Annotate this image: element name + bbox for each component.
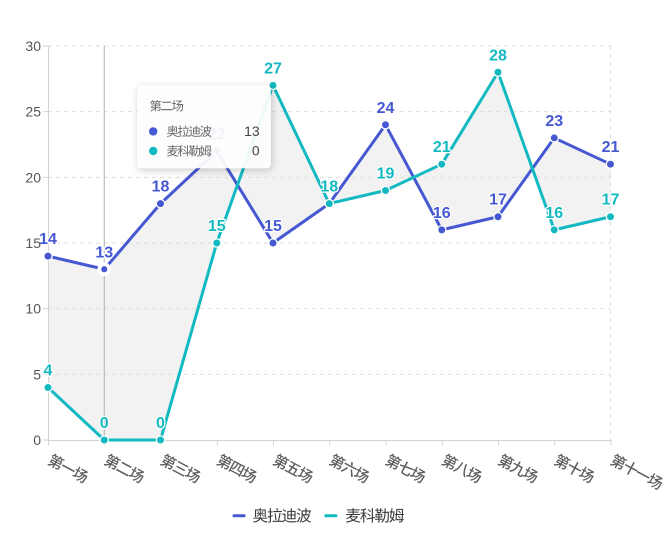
svg-text:15: 15 [264,218,282,235]
svg-text:19: 19 [377,165,395,182]
svg-text:14: 14 [39,231,57,248]
svg-text:13: 13 [244,123,260,139]
svg-text:0: 0 [33,432,41,448]
svg-text:23: 23 [545,113,563,130]
svg-text:4: 4 [44,362,53,379]
svg-text:15: 15 [208,218,226,235]
svg-text:18: 18 [152,179,170,196]
svg-text:17: 17 [489,192,507,209]
svg-text:0: 0 [156,415,165,432]
svg-text:30: 30 [25,38,41,54]
svg-text:18: 18 [320,179,338,196]
svg-text:28: 28 [489,47,507,64]
svg-text:10: 10 [25,301,41,317]
svg-text:25: 25 [25,104,41,120]
svg-text:13: 13 [95,244,113,261]
svg-text:21: 21 [602,139,620,156]
svg-text:20: 20 [25,169,41,185]
svg-text:17: 17 [602,192,620,209]
svg-text:27: 27 [264,60,282,77]
svg-text:5: 5 [33,366,41,382]
svg-text:16: 16 [545,205,563,222]
svg-text:0: 0 [100,415,109,432]
svg-text:0: 0 [252,142,260,158]
svg-text:21: 21 [433,139,451,156]
svg-text:15: 15 [25,235,41,251]
svg-text:16: 16 [433,205,451,222]
svg-text:24: 24 [377,100,395,117]
